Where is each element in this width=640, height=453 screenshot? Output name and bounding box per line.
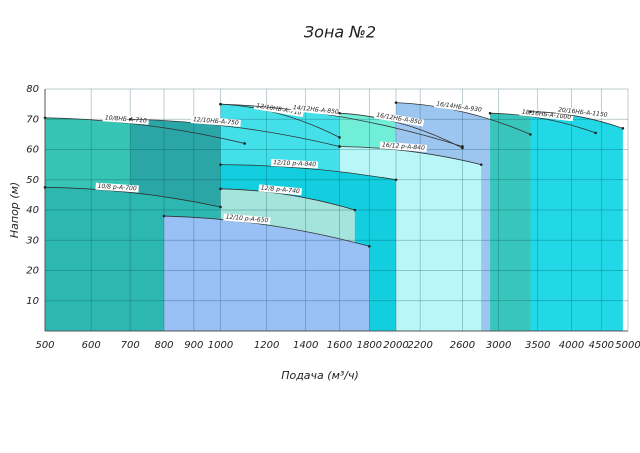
zone-point xyxy=(529,110,532,113)
zone-label: 10/8НБ-А-710 xyxy=(105,114,148,124)
zone-label: 12/10НБ-А-750 xyxy=(193,116,239,127)
x-tick-label: 3500 xyxy=(525,340,550,351)
zone-point xyxy=(353,208,357,212)
x-tick-label: 3000 xyxy=(486,340,511,351)
zone-label-bg xyxy=(290,103,341,117)
zone-curve xyxy=(44,186,221,208)
x-tick-label: 1800 xyxy=(357,340,382,351)
x-tick-label: 4500 xyxy=(589,340,614,351)
zone-curve xyxy=(44,117,245,144)
x-tick-label: 1600 xyxy=(327,340,352,351)
y-tick-label: 20 xyxy=(26,266,39,277)
zone-curve xyxy=(490,112,596,134)
zone-label: 14/12НБ-А-850 xyxy=(293,104,339,116)
zone-point xyxy=(394,101,398,104)
zone-curve xyxy=(220,103,463,147)
zone-label-bg xyxy=(379,141,428,153)
x-tick-label: 1000 xyxy=(208,340,233,351)
zone-point xyxy=(594,131,597,135)
zone-curve xyxy=(220,188,355,211)
zone-label-bg xyxy=(258,184,303,196)
y-tick-label: 70 xyxy=(26,114,39,125)
x-axis-title: Подача (м³/ч) xyxy=(281,369,359,382)
zone-point xyxy=(368,245,371,248)
zone-point xyxy=(219,205,222,209)
zone-curve xyxy=(395,102,531,135)
zone-curve xyxy=(339,146,482,166)
x-tick-label: 500 xyxy=(35,340,54,351)
x-tick-label: 2000 xyxy=(383,340,408,351)
x-tick-label: 2600 xyxy=(450,340,475,351)
zone-curve xyxy=(530,111,624,129)
zone-label-bg xyxy=(373,111,425,127)
zone-point xyxy=(162,214,166,218)
zone-label-bg xyxy=(223,213,271,225)
zone-label: 16/12 р-А-840 xyxy=(382,142,425,152)
zone-label-bg xyxy=(555,106,610,119)
zone-label: 12/8 р-А-740 xyxy=(260,185,300,196)
x-tick-label: 1400 xyxy=(293,340,318,351)
zone-label-bg xyxy=(190,116,241,127)
zone-point xyxy=(394,178,398,182)
zone-point xyxy=(243,142,246,145)
x-tick-label: 1200 xyxy=(254,340,279,351)
zone-point xyxy=(488,111,492,115)
zone-point xyxy=(338,145,341,148)
zone-point xyxy=(219,187,222,191)
x-tick-label: 5000 xyxy=(615,340,640,351)
zone-label: 12/10 р-А-650 xyxy=(225,214,269,225)
zone-label-bg xyxy=(102,114,150,125)
y-tick-label: 50 xyxy=(26,175,39,186)
y-tick-label: 60 xyxy=(26,145,39,156)
x-tick-label: 2200 xyxy=(407,340,432,351)
zone-label-bg xyxy=(95,182,139,193)
zone-point xyxy=(621,127,625,130)
zone-curve xyxy=(339,112,463,149)
zone xyxy=(164,216,370,331)
chart-title: Зона №2 xyxy=(304,23,376,42)
zone-label: 10/8 р-А-700 xyxy=(97,183,137,193)
zone-point xyxy=(43,116,47,120)
zone-point xyxy=(529,133,532,136)
zone-curve xyxy=(220,164,397,181)
x-tick-label: 800 xyxy=(154,340,173,351)
zone-point xyxy=(479,163,483,166)
y-axis-title: Напор (м) xyxy=(8,182,21,238)
zone-label-bg xyxy=(253,102,304,118)
y-tick-label: 40 xyxy=(26,205,39,216)
x-tick-label: 700 xyxy=(121,340,140,351)
zone xyxy=(530,111,623,331)
zone-point xyxy=(219,102,222,106)
y-tick-label: 30 xyxy=(26,235,39,246)
x-tick-label: 600 xyxy=(82,340,101,351)
zone-label-bg xyxy=(433,100,485,115)
zone-point xyxy=(128,117,132,121)
zone-curve xyxy=(220,103,340,138)
zone-point xyxy=(219,163,222,166)
zone-point xyxy=(338,111,341,115)
x-tick-label: 4000 xyxy=(559,340,584,351)
zone-point xyxy=(43,186,47,189)
zone-label: 12/10 р-А-840 xyxy=(273,159,316,168)
zone-point xyxy=(338,136,341,139)
y-tick-label: 80 xyxy=(26,84,39,95)
zone-curve xyxy=(130,118,340,147)
y-tick-label: 10 xyxy=(26,296,39,307)
zone-point xyxy=(461,146,464,150)
zone-curve xyxy=(163,215,370,247)
x-tick-label: 900 xyxy=(184,340,203,351)
zone-label-bg xyxy=(270,159,319,169)
